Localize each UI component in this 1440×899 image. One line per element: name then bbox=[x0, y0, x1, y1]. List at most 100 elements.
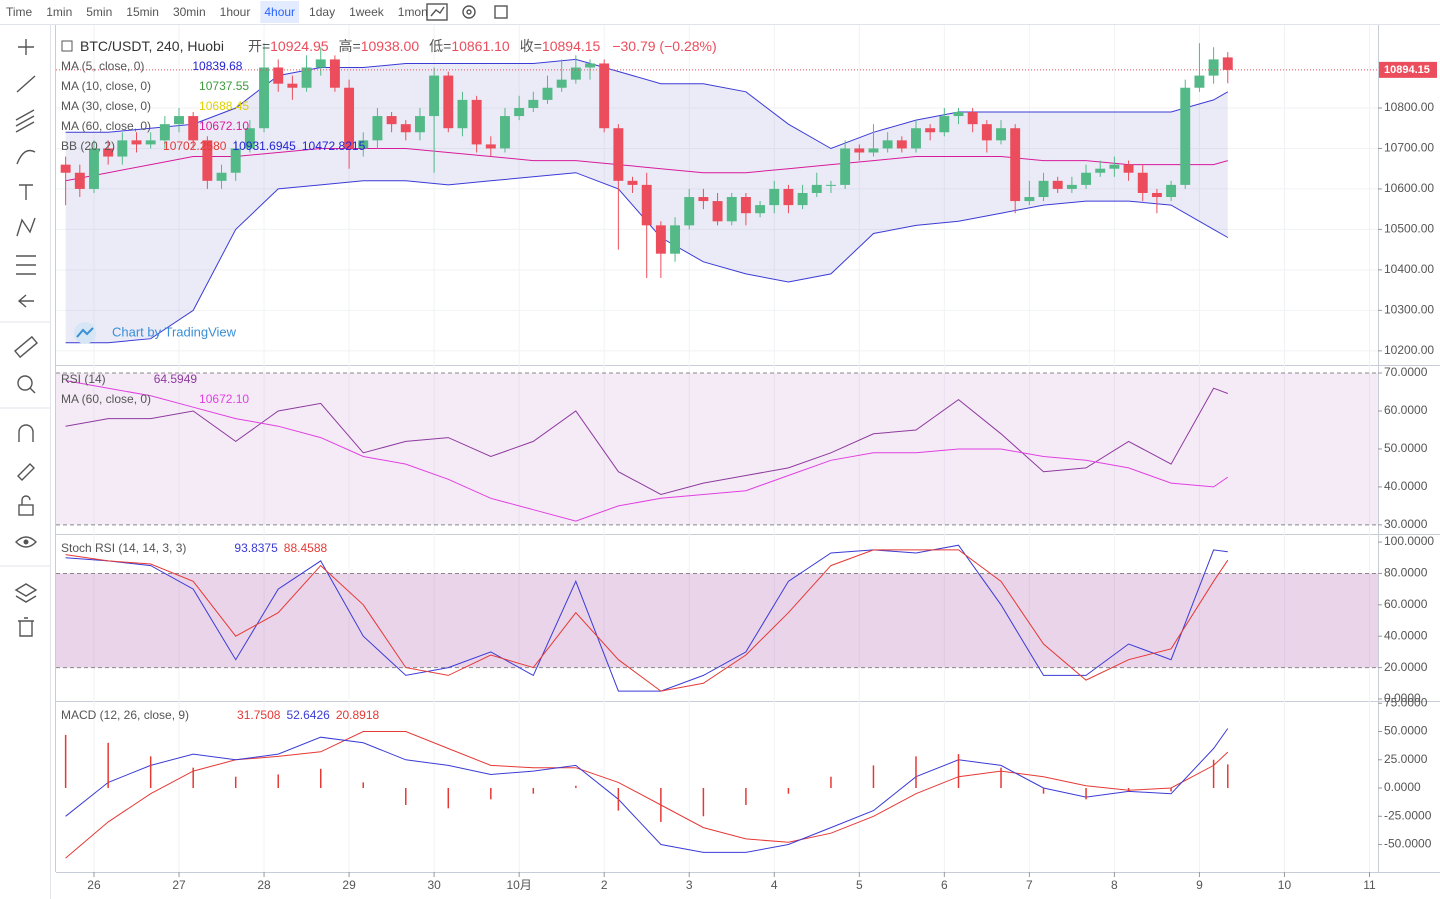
back-tool[interactable] bbox=[17, 294, 34, 308]
interval-button[interactable]: 1mon bbox=[398, 5, 428, 19]
indicator-line bbox=[65, 380, 1229, 522]
candle-body bbox=[939, 116, 950, 133]
candle-body bbox=[301, 67, 312, 88]
legend-value: 10672.10 bbox=[199, 392, 249, 406]
interval-button[interactable]: 1min bbox=[46, 5, 72, 19]
legend-name: MA (60, close, 0) bbox=[61, 119, 151, 133]
pane: 10200.00 10300.00 10400.00 10500.00 10600.00… bbox=[56, 43, 1437, 357]
zoom-tool[interactable] bbox=[17, 375, 33, 391]
legend-value: 10672.10 bbox=[199, 119, 249, 133]
legend-value: 64.5949 bbox=[154, 372, 198, 386]
lock-drawing-tool[interactable] bbox=[17, 463, 35, 481]
pane: -50.0000 -25.0000 0.0000 25.0000 50.0000 75.0… bbox=[61, 695, 1432, 859]
legend-row: MACD (12, 26, close, 9) 31.7508 52.6426 20.… bbox=[61, 708, 380, 722]
ruler-tool[interactable] bbox=[14, 335, 38, 359]
candle-body bbox=[740, 197, 751, 214]
legend-row: RSI (14) 64.5949 bbox=[61, 372, 197, 386]
legend-row: Stoch RSI (14, 14, 3, 3) 93.8375 88.4588 bbox=[61, 541, 328, 555]
y-tick-label: 50.0000 bbox=[1384, 724, 1428, 738]
interval-active bbox=[260, 1, 300, 23]
y-tick-label: 100.0000 bbox=[1384, 534, 1434, 548]
candle-body bbox=[769, 188, 780, 206]
fib-tool[interactable] bbox=[16, 255, 36, 275]
candle-body bbox=[1137, 172, 1148, 193]
plot-area: 26 27 28 29 30 10月 2 3 4 5 6 7 8 9 10 11 10200.00 10300.0… bbox=[55, 25, 1440, 892]
candle-body bbox=[1010, 128, 1021, 202]
candle-body bbox=[1222, 57, 1233, 70]
y-tick-label: 70.0000 bbox=[1384, 365, 1428, 379]
candle-body bbox=[400, 124, 411, 133]
drawing-sidebar bbox=[0, 39, 50, 637]
pattern-tool[interactable] bbox=[16, 217, 36, 237]
candle-body bbox=[287, 83, 298, 88]
legend-value: 10688.45 bbox=[199, 99, 249, 113]
candle-body bbox=[840, 148, 851, 185]
interval-button[interactable]: Time bbox=[6, 5, 33, 19]
pitchfork-tool[interactable] bbox=[15, 109, 35, 133]
interval-button[interactable]: 15min bbox=[126, 5, 159, 19]
candle-body bbox=[811, 184, 822, 193]
candle-body bbox=[585, 63, 595, 68]
interval-button[interactable]: 30min bbox=[173, 5, 206, 19]
candle-body bbox=[471, 99, 482, 145]
candle-body bbox=[259, 67, 270, 129]
toolbar-icons bbox=[426, 3, 508, 21]
legend-value: 10472.8215 bbox=[302, 139, 366, 153]
brush-tool[interactable] bbox=[16, 149, 36, 165]
magnet-tool[interactable] bbox=[18, 424, 34, 442]
interval-button[interactable]: 1day bbox=[309, 5, 335, 19]
text-tool[interactable] bbox=[19, 184, 33, 200]
ohlc-label: 收= bbox=[520, 38, 542, 54]
candle-body bbox=[244, 128, 255, 149]
x-tick-label: 7 bbox=[1026, 878, 1033, 892]
interval-button[interactable]: 5min bbox=[86, 5, 112, 19]
y-tick-label: 40.0000 bbox=[1384, 479, 1428, 493]
y-tick-label: 10700.00 bbox=[1384, 141, 1434, 155]
candle-body bbox=[783, 188, 794, 206]
candle-body bbox=[882, 140, 893, 149]
zoom-handle bbox=[29, 387, 36, 394]
band-fill bbox=[56, 573, 1378, 668]
legend-value: 10931.6945 bbox=[232, 139, 296, 153]
y-tick-label: -25.0000 bbox=[1384, 808, 1432, 822]
layers-tool[interactable] bbox=[14, 583, 38, 603]
interval-button[interactable]: 1week bbox=[349, 5, 385, 19]
interval-button[interactable]: 1hour bbox=[220, 5, 251, 19]
watermark: Chart by TradingView bbox=[112, 324, 237, 339]
y-tick-label: 60.0000 bbox=[1384, 403, 1428, 417]
candle-body bbox=[1066, 184, 1077, 189]
candle-body bbox=[188, 116, 199, 141]
y-tick-label: 40.0000 bbox=[1384, 628, 1428, 642]
fullscreen-button[interactable] bbox=[494, 5, 508, 19]
crosshair-tool[interactable] bbox=[18, 39, 34, 55]
watermark-logo-mark bbox=[76, 327, 94, 338]
candle-body bbox=[273, 67, 284, 84]
interval-button[interactable]: 4hour bbox=[264, 5, 295, 19]
pane: 0.0000 20.0000 40.0000 60.0000 80.0000 100.00… bbox=[56, 534, 1434, 705]
delete-tool[interactable] bbox=[18, 617, 34, 637]
candle-body bbox=[344, 87, 355, 149]
legend-row: MA (60, close, 0) 10672.10 bbox=[61, 119, 249, 133]
visibility-tool[interactable] bbox=[15, 536, 37, 548]
legend-row: BB (20, 2) 10702.2580 10931.6945 10472.8215 bbox=[61, 139, 366, 153]
symbol-name: BTC/USDT, 240, Huobi bbox=[80, 38, 224, 54]
ohlc-label: 开= bbox=[248, 38, 270, 54]
y-tick-label: 10800.00 bbox=[1384, 100, 1434, 114]
candle-body bbox=[613, 128, 624, 181]
x-tick-label: 4 bbox=[771, 878, 778, 892]
candle-body bbox=[981, 124, 992, 141]
trendline-tool[interactable] bbox=[16, 75, 36, 93]
y-tick-label: 80.0000 bbox=[1384, 566, 1428, 580]
candle-body bbox=[131, 140, 142, 145]
candle-body bbox=[868, 148, 879, 153]
candle-body bbox=[216, 172, 227, 181]
candle-body bbox=[315, 59, 326, 68]
candle-body bbox=[485, 144, 496, 149]
candle-body bbox=[528, 99, 539, 108]
legend-name: MA (5, close, 0) bbox=[61, 59, 144, 73]
candle-body bbox=[145, 140, 156, 145]
chart-type-button[interactable] bbox=[426, 3, 448, 21]
lock-tool[interactable] bbox=[18, 504, 34, 516]
candle-body bbox=[896, 140, 907, 149]
settings-button[interactable] bbox=[462, 5, 476, 19]
